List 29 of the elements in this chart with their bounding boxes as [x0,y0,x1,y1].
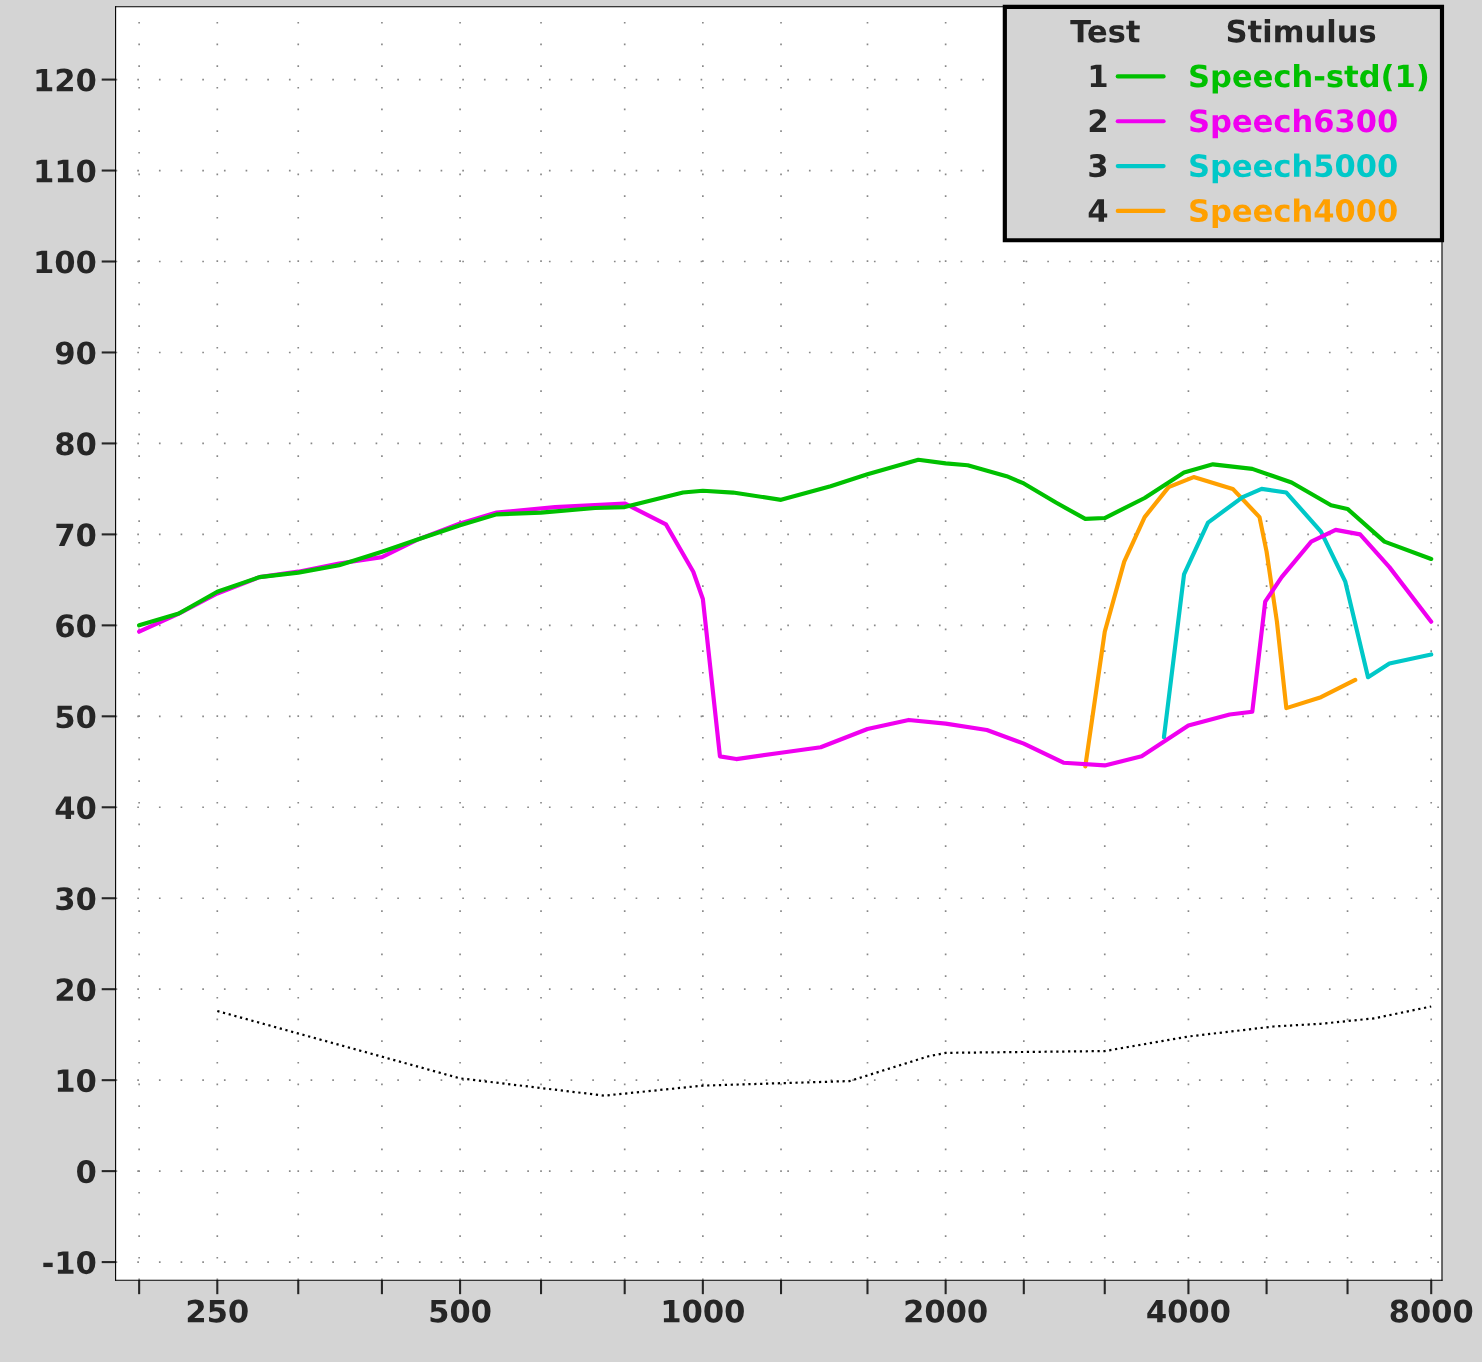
y-tick-label: 40 [55,796,96,820]
legend-label: Speech6300 [1190,108,1397,139]
legend-title: Test Stimulus [1070,19,1376,43]
y-tick-label: 120 [36,68,96,92]
legend-label: Speech5000 [1190,153,1397,184]
x-tick-label: 500 [430,1299,491,1323]
y-tick-label: 110 [36,159,96,183]
y-tick-label: 0 [77,1160,96,1184]
y-tick-label: 30 [56,887,96,911]
x-tick-label: 250 [187,1299,248,1323]
x-tick-label: 8000 [1390,1299,1473,1323]
x-tick-label: 2000 [905,1299,987,1323]
x-tick-label: 1000 [663,1299,744,1323]
y-tick-label: 20 [56,978,96,1002]
annotation: 1 [1090,64,1107,88]
y-tick-label: 80 [56,432,96,456]
x-tick-label: 4000 [1147,1299,1230,1323]
y-tick-label: -10 [43,1251,96,1275]
y-tick-label: 70 [56,523,96,547]
y-tick-label: 50 [56,705,96,729]
legend-label: Speech-std(1) [1190,63,1428,94]
y-tick-label: 100 [36,250,96,274]
annotation: 2 [1089,109,1106,132]
legend-label: Speech4000 [1190,198,1397,228]
annotation: 4 [1088,199,1108,222]
annotation: 3 [1089,154,1107,178]
y-tick-label: 60 [56,614,96,638]
y-tick-label: 10 [57,1069,96,1093]
y-tick-label: 90 [55,341,96,365]
